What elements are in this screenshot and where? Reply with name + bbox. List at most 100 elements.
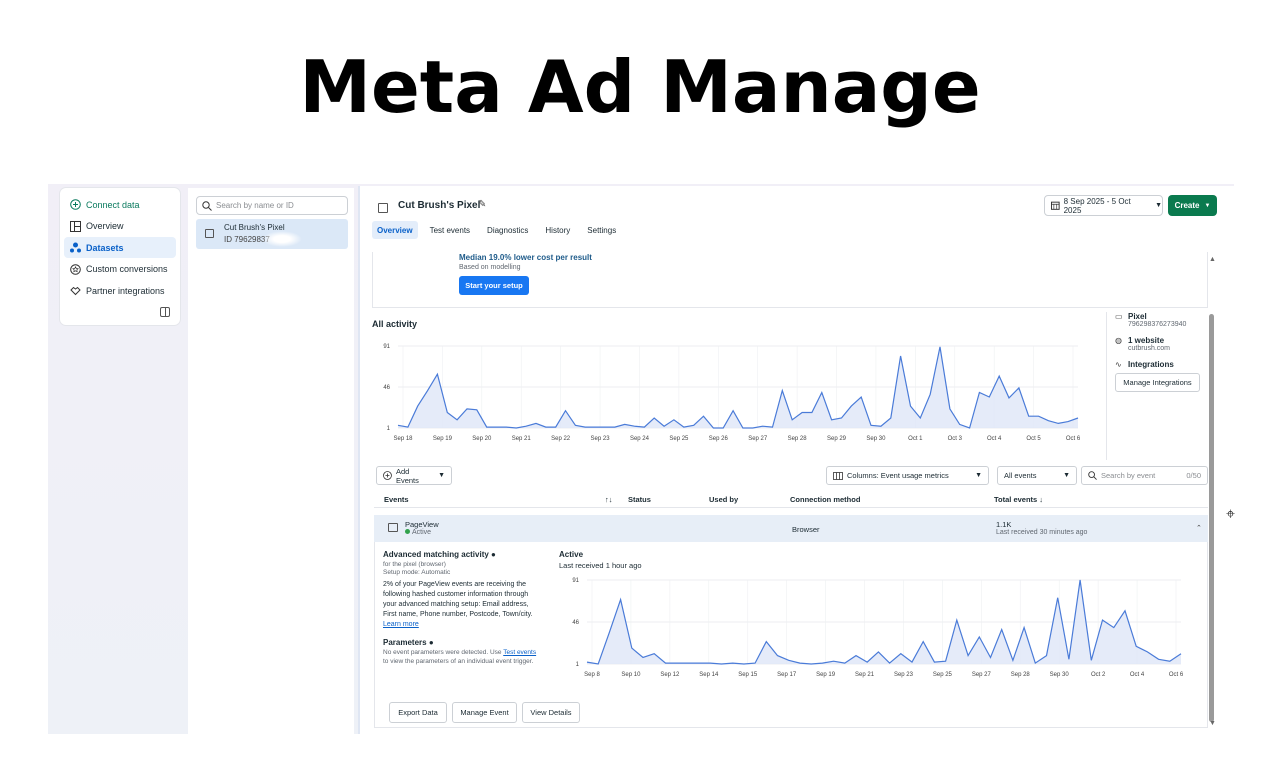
manage-integrations-button[interactable]: Manage Integrations (1115, 373, 1200, 392)
create-button[interactable]: Create ▼ (1168, 195, 1217, 216)
info-icon[interactable]: ● (428, 638, 434, 647)
manage-event-button[interactable]: Manage Event (452, 702, 517, 723)
status-text: Active (412, 529, 432, 536)
mouse-cursor-icon: ⌖ (1226, 506, 1236, 523)
learn-more-link[interactable]: Learn more (383, 621, 419, 628)
pixel-icon (205, 229, 214, 238)
plus-circle-icon (383, 471, 392, 480)
chevron-up-icon[interactable]: ⌃ (1196, 525, 1202, 532)
add-events-button[interactable]: Add Events ▼ (376, 466, 452, 485)
pixel-info-panel: ▭ Pixel 796298376273940 ◍ 1 website cutb… (1106, 312, 1206, 460)
pixel-id: 796298376273940 (1128, 321, 1187, 328)
parameters-title: Parameters ● (383, 638, 434, 647)
event-search-input[interactable]: Search by event 0/50 (1081, 466, 1208, 485)
nav-label: Custom conversions (86, 264, 168, 274)
tab-bar: Overview Test events Diagnostics History… (372, 221, 628, 239)
info-icon[interactable]: ● (491, 550, 496, 559)
y-tick-label: 91 (572, 578, 579, 584)
tab-settings[interactable]: Settings (587, 225, 617, 235)
nav-label: Partner integrations (86, 285, 165, 296)
search-placeholder: Search by name or ID (216, 201, 294, 210)
website-info-row: ◍ 1 website cutbrush.com (1115, 336, 1206, 352)
start-setup-button[interactable]: Start your setup (459, 276, 529, 295)
dataset-search-input[interactable]: Search by name or ID (196, 196, 348, 215)
x-tick-label: Sep 18 (393, 436, 413, 442)
date-range-label: 8 Sep 2025 - 5 Oct 2025 (1063, 196, 1131, 215)
view-details-button[interactable]: View Details (522, 702, 580, 723)
browser-icon (388, 523, 398, 532)
x-tick-label: Sep 8 (584, 672, 600, 678)
promo-headline: Median 19.0% lower cost per result (459, 253, 592, 262)
scroll-down-arrow-icon[interactable]: ▼ (1209, 720, 1216, 727)
x-tick-label: Sep 30 (866, 436, 886, 442)
x-tick-label: Oct 4 (987, 436, 1002, 442)
collapse-sidebar-icon[interactable] (160, 307, 170, 317)
tab-diagnostics[interactable]: Diagnostics (487, 225, 529, 235)
all-activity-title: All activity (372, 319, 418, 329)
x-tick-label: Sep 28 (1011, 672, 1031, 678)
am-description: 2% of your PageView events are receiving… (383, 581, 533, 628)
pixel-label: Pixel (1128, 312, 1147, 321)
y-tick-label: 1 (576, 662, 580, 668)
handshake-icon (69, 285, 81, 297)
x-tick-label: Sep 14 (699, 672, 719, 678)
x-tick-label: Sep 23 (591, 436, 611, 442)
col-events[interactable]: Events (384, 495, 409, 504)
edit-pencil-icon[interactable]: ✎ (478, 199, 487, 210)
tab-history[interactable]: History (545, 225, 571, 235)
last-received: Last received 30 minutes ago (996, 529, 1088, 536)
nav-partner-integrations[interactable]: Partner integrations (64, 280, 176, 301)
columns-icon (833, 471, 843, 480)
x-tick-label: Sep 25 (669, 436, 689, 442)
scrollbar-thumb[interactable] (1209, 314, 1214, 722)
monitor-icon: ▭ (1115, 312, 1123, 321)
status-dot-icon (405, 529, 410, 534)
nav-connect-data[interactable]: Connect data (64, 194, 176, 215)
caret-down-icon: ▼ (1063, 472, 1070, 479)
columns-select[interactable]: Columns: Event usage metrics ▼ (826, 466, 989, 485)
nav-label: Overview (86, 221, 124, 231)
pulse-icon: ∿ (1115, 360, 1122, 369)
x-tick-label: Oct 5 (1026, 436, 1041, 442)
star-icon (69, 263, 81, 275)
banner-title: Meta Ad Manage (299, 45, 981, 129)
x-tick-label: Oct 6 (1066, 436, 1081, 442)
events-table-header: Events ↑↓ Status Used by Connection meth… (374, 490, 1208, 508)
x-tick-label: Sep 21 (855, 672, 875, 678)
test-events-link[interactable]: Test events (503, 649, 537, 656)
left-nav: Connect data Overview Datasets Custom co… (60, 188, 180, 325)
sort-icon[interactable]: ↑↓ (605, 495, 613, 504)
nav-datasets[interactable]: Datasets (64, 237, 176, 258)
tab-test-events[interactable]: Test events (429, 225, 471, 235)
website-count: 1 website (1128, 336, 1165, 345)
x-tick-label: Sep 26 (709, 436, 729, 442)
x-tick-label: Sep 30 (1050, 672, 1070, 678)
nav-custom-conversions[interactable]: Custom conversions (64, 259, 176, 280)
x-tick-label: Sep 17 (777, 672, 797, 678)
col-used-by[interactable]: Used by (709, 495, 739, 504)
nav-overview[interactable]: Overview (64, 216, 176, 237)
promo-sub: Based on modelling (459, 264, 521, 271)
scroll-up-arrow-icon[interactable]: ▲ (1209, 256, 1216, 263)
y-tick-label: 1 (387, 426, 391, 432)
advanced-matching-title: Advanced matching activity ● (383, 550, 496, 559)
col-connection-method[interactable]: Connection method (790, 495, 861, 504)
tab-overview[interactable]: Overview (372, 221, 418, 239)
col-total-events[interactable]: Total events ↓ (994, 495, 1044, 504)
export-data-button[interactable]: Export Data (389, 702, 447, 723)
active-title: Active (559, 550, 584, 559)
dataset-list-pane: Search by name or ID Cut Brush's Pixel I… (188, 188, 354, 734)
x-tick-label: Oct 1 (908, 436, 923, 442)
x-tick-label: Sep 22 (551, 436, 571, 442)
dataset-item-pixel[interactable]: Cut Brush's Pixel ID 79629837 (196, 219, 348, 249)
table-row-pageview[interactable]: PageView Active Browser 1.1K Last receiv… (374, 515, 1208, 542)
parameters-description: No event parameters were detected. Use T… (383, 649, 537, 665)
x-tick-label: Sep 23 (894, 672, 914, 678)
events-filter-select[interactable]: All events ▼ (997, 466, 1077, 485)
date-range-picker[interactable]: 8 Sep 2025 - 5 Oct 2025 ▼ (1044, 195, 1163, 216)
caret-down-icon: ▼ (1204, 202, 1211, 209)
add-events-label: Add Events (395, 466, 419, 485)
event-search-placeholder: Search by event (1101, 471, 1156, 480)
x-tick-label: Sep 24 (630, 436, 650, 442)
col-status[interactable]: Status (628, 495, 651, 504)
